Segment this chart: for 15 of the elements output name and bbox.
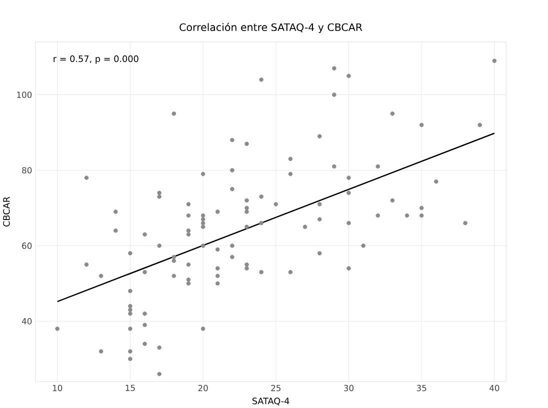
x-tick-label: 15 [126,384,135,391]
y-tick-label: 60 [22,242,32,249]
annotation: r = 0.57, p = 0.000 [54,55,138,64]
x-tick-label: 35 [416,384,426,392]
chart-title: Correlación entre SATAQ-4 y CBCAR [180,22,362,33]
x-tick-label: 25 [271,384,280,392]
y-axis-title: CBCAR [3,196,10,226]
y-tick-label: 40 [22,318,32,324]
x-axis-title: SATAQ-4 [252,397,290,406]
x-tick-label: 30 [344,384,354,392]
x-tick-label: 20 [198,384,208,392]
y-tick-label: 80 [22,166,32,174]
y-tick-label: 100 [17,91,32,98]
x-tick-label: 10 [52,384,62,392]
x-tick-label: 40 [490,384,500,392]
